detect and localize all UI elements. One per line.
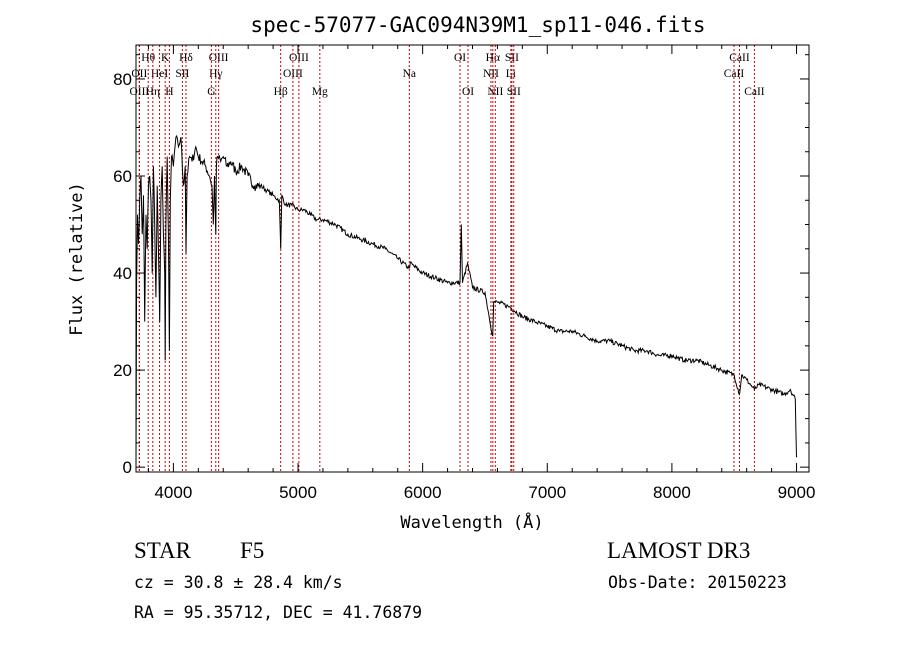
line-marker-label: OIII	[283, 68, 303, 80]
line-marker-label: OI	[454, 52, 466, 64]
line-marker-label: OIII	[289, 52, 309, 64]
ra-dec-coordinates: RA = 95.35712, DEC = 41.76879	[134, 603, 423, 622]
line-marker-label: SII	[505, 52, 519, 64]
y-tick-label: 40	[113, 264, 132, 283]
line-marker-label: Na	[403, 68, 416, 80]
line-marker-label: CaII	[744, 86, 765, 98]
spectrum-line	[135, 134, 797, 468]
line-marker-label: Mg	[312, 86, 328, 98]
spectrum-series	[135, 134, 797, 468]
survey-name: LAMOST DR3	[607, 538, 751, 563]
object-type: STAR	[134, 538, 191, 563]
line-marker-label: OI	[462, 86, 474, 98]
x-axis-ticks: 4000 5000 6000 7000 8000 9000	[147, 45, 816, 502]
line-marker-label: K	[161, 52, 170, 64]
chart-title: spec-57077-GAC094N39M1_sp11-046.fits	[250, 13, 705, 37]
observation-date: Obs-Date: 20150223	[608, 573, 787, 592]
line-marker-label: Hδ	[179, 52, 193, 64]
y-tick-label: 0	[123, 458, 132, 477]
line-marker-label: Hη	[146, 86, 160, 98]
x-tick-label: 6000	[404, 483, 442, 502]
x-tick-label: 9000	[778, 483, 816, 502]
line-marker-label: SII	[175, 68, 189, 80]
line-marker-label: HeI	[151, 68, 168, 80]
line-marker-label: NII	[483, 68, 499, 80]
line-marker-label: NII	[487, 86, 503, 98]
plot-frame	[135, 44, 810, 473]
line-marker-label: H	[165, 86, 173, 98]
line-marker-label: SII	[507, 86, 521, 98]
line-marker-label: Li	[506, 68, 516, 80]
line-marker-label: OIII	[209, 52, 229, 64]
y-axis-label: Flux (relative)	[67, 182, 87, 336]
line-marker-label: Hβ	[274, 86, 288, 98]
x-axis-label: Wavelength (Å)	[400, 511, 543, 533]
redshift-velocity: cz = 30.8 ± 28.4 km/s	[134, 573, 343, 592]
y-tick-label: 60	[113, 167, 132, 186]
object-classification: STAR F5	[134, 538, 264, 564]
object-subclass: F5	[240, 538, 265, 563]
x-tick-label: 4000	[154, 483, 192, 502]
line-marker-label: CaII	[729, 52, 750, 64]
y-tick-label: 20	[113, 361, 132, 380]
line-marker-label: Hθ	[141, 52, 155, 64]
x-tick-label: 7000	[528, 483, 566, 502]
x-tick-label: 8000	[653, 483, 691, 502]
y-axis-ticks: 0 20 40 60 80	[113, 54, 809, 477]
line-marker-label: CaII	[724, 68, 745, 80]
x-tick-label: 5000	[279, 483, 317, 502]
line-marker-label: Hγ	[209, 68, 222, 80]
y-tick-label: 80	[113, 70, 132, 89]
line-marker-label: OIII	[129, 86, 149, 98]
line-marker-label: Hα	[486, 52, 500, 64]
line-marker-label: G	[207, 86, 215, 98]
